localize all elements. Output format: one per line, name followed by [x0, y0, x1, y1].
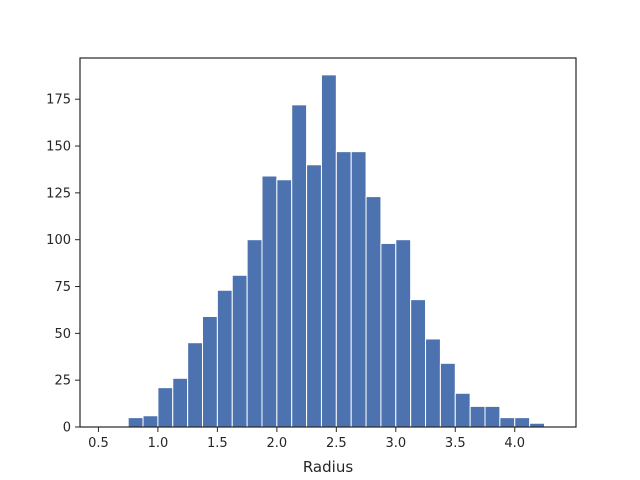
- histogram-bar: [202, 315, 218, 428]
- x-axis-ticks: 0.5 1.0 1.5 2.0 2.5 3.0 3.5 4.0: [88, 427, 525, 451]
- histogram-bar: [439, 362, 456, 428]
- y-axis-ticks: 0 25 50 75 100 125 150 175: [46, 93, 80, 436]
- y-tick-label: 150: [46, 140, 71, 155]
- histogram-bar: [172, 377, 189, 428]
- histogram-bar: [395, 239, 412, 428]
- histogram-bar: [320, 74, 337, 428]
- x-tick-label: 0.5: [88, 436, 109, 451]
- x-axis-label: Radius: [303, 458, 353, 476]
- histogram-bar: [365, 196, 382, 428]
- histogram-bar: [216, 289, 233, 428]
- histogram-bar: [380, 242, 397, 428]
- histogram-bar: [335, 151, 352, 428]
- histogram-bar: [484, 405, 501, 428]
- histogram-bar: [514, 417, 531, 428]
- histogram-bar: [246, 239, 263, 428]
- x-tick-label: 1.0: [148, 436, 169, 451]
- x-tick-label: 2.0: [267, 436, 288, 451]
- histogram-bar: [291, 104, 308, 428]
- y-tick-label: 175: [46, 93, 71, 108]
- histogram-bar: [425, 338, 441, 428]
- histogram-bar: [157, 387, 174, 428]
- histogram-bar: [142, 415, 159, 428]
- histogram-bar: [276, 179, 293, 428]
- plot-frame: [79, 57, 577, 428]
- histogram-bar: [127, 417, 144, 428]
- histogram-bar: [187, 342, 204, 428]
- y-tick-label: 75: [54, 280, 71, 295]
- y-tick-label: 50: [54, 327, 71, 342]
- x-tick-label: 2.5: [326, 436, 347, 451]
- y-tick-label: 125: [46, 186, 71, 201]
- histogram-bar: [410, 299, 427, 428]
- histogram-bar: [499, 417, 516, 428]
- histogram-bars: [127, 74, 545, 428]
- histogram-bar: [231, 274, 248, 428]
- x-tick-label: 4.0: [504, 436, 525, 451]
- histogram-bar: [454, 392, 471, 428]
- y-tick-label: 25: [54, 374, 71, 389]
- x-tick-label: 3.0: [385, 436, 406, 451]
- histogram-bar: [350, 151, 367, 428]
- histogram-bar: [306, 164, 322, 428]
- y-tick-label: 0: [63, 421, 71, 436]
- y-tick-label: 100: [46, 233, 71, 248]
- histogram-bar: [469, 405, 486, 428]
- x-tick-label: 3.5: [445, 436, 466, 451]
- histogram-bar: [261, 175, 278, 428]
- x-tick-label: 1.5: [207, 436, 228, 451]
